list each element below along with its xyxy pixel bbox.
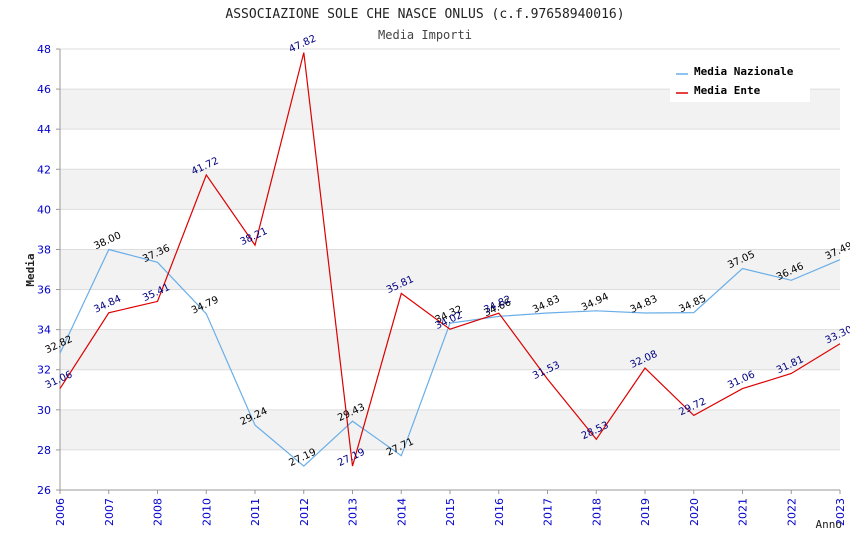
chart-title: ASSOCIAZIONE SOLE CHE NASCE ONLUS (c.f.9… [225, 7, 624, 22]
x-tick-label: 2016 [493, 498, 506, 526]
x-tick-labels: 2006 2007 2008 2010 2011 2012 2013 2014 2015 2016… [54, 498, 847, 526]
y-tick-label: 34 [37, 324, 51, 337]
gridlines [60, 48, 840, 491]
y-tick-label: 36 [37, 284, 51, 297]
x-axis-label: Anno [816, 518, 843, 531]
y-tick-label: 32 [37, 364, 51, 377]
data-label-nazionale: 38.00 [92, 230, 123, 252]
data-label-ente: 34.84 [92, 293, 123, 315]
grid-band [60, 409, 840, 450]
y-tick-labels: 26 28 30 32 34 36 38 40 42 44 46 48 [37, 43, 51, 497]
y-tick-label: 42 [37, 163, 51, 176]
x-tick-label: 2006 [54, 498, 67, 526]
grid-band [60, 329, 840, 370]
x-tick-label: 2013 [347, 498, 360, 526]
grid-band [60, 169, 840, 210]
data-label-ente: 31.06 [726, 369, 757, 391]
x-tick-label: 2007 [103, 498, 116, 526]
y-axis-label: Media [24, 253, 37, 286]
legend-label-nazionale: Media Nazionale [694, 65, 794, 78]
data-label-ente: 47.82 [287, 33, 318, 55]
x-tick-label: 2020 [688, 498, 701, 526]
x-tick-label: 2015 [444, 498, 457, 526]
y-tick-label: 30 [37, 404, 51, 417]
grid-band [60, 249, 840, 290]
series-line-media-ente [59, 52, 841, 467]
axes [56, 48, 841, 494]
x-tick-label: 2010 [200, 498, 213, 526]
x-tick-label: 2021 [737, 498, 750, 526]
y-tick-label: 48 [37, 43, 51, 56]
x-tick-label: 2017 [542, 498, 555, 526]
y-tick-label: 40 [37, 203, 51, 216]
legend-box [670, 62, 810, 102]
x-tick-label: 2019 [639, 498, 652, 526]
x-tick-label: 2008 [152, 498, 165, 526]
y-tick-label: 46 [37, 83, 51, 96]
x-tick-label: 2011 [249, 498, 262, 526]
legend: Media Nazionale Media Ente [670, 62, 810, 102]
x-tick-label: 2012 [298, 498, 311, 526]
series-lines [59, 52, 841, 467]
y-tick-label: 38 [37, 243, 51, 256]
chart-subtitle: Media Importi [378, 28, 472, 42]
plot-bands [60, 89, 840, 450]
x-tick-label: 2023 [834, 498, 847, 526]
y-tick-label: 28 [37, 444, 51, 457]
x-tick-label: 2022 [785, 498, 798, 526]
y-tick-label: 26 [37, 484, 51, 497]
y-tick-label: 44 [37, 123, 51, 136]
x-tick-label: 2014 [395, 498, 408, 526]
series-line-media-nazionale [59, 248, 841, 467]
x-tick-label: 2018 [590, 498, 603, 526]
legend-label-ente: Media Ente [694, 84, 761, 97]
